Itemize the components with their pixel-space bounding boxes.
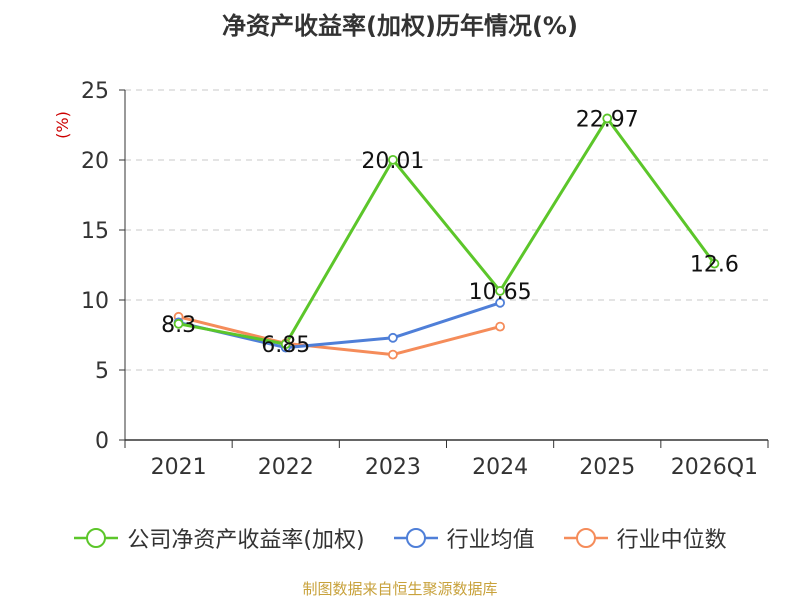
data-point: [709, 258, 720, 269]
grid-lines: [125, 89, 768, 371]
data-point: [173, 318, 184, 329]
y-tick-label: 20: [81, 149, 109, 174]
x-tick-label: 2024: [472, 455, 528, 480]
series-line-2: [178, 315, 501, 357]
data-point: [388, 332, 398, 343]
data-label: 8.3: [161, 313, 196, 338]
legend-swatch: [74, 528, 119, 548]
y-tick-label: 15: [81, 219, 109, 244]
source-note: 制图数据来自恒生聚源数据库: [302, 580, 498, 598]
y-tick-label: 0: [95, 429, 109, 454]
legend-item[interactable]: 公司净资产收益率(加权): [73, 522, 365, 554]
series-lines: [178, 116, 716, 357]
data-label: 22.97: [576, 107, 639, 132]
data-point: [388, 349, 398, 360]
legend-label: 公司净资产收益率(加权): [127, 528, 365, 553]
series-line-1: [178, 301, 501, 350]
x-tick-label: 2025: [579, 455, 635, 480]
legend-swatch: [393, 528, 438, 548]
y-axis-label: (%): [53, 111, 72, 139]
legend: 公司净资产收益率(加权) 行业均值 行业中位数: [0, 520, 800, 556]
data-point: [495, 321, 505, 332]
data-labels: 8.3 6.85 20.01 10.65 22.97 12.6: [161, 107, 739, 358]
legend-marker: [405, 528, 426, 548]
data-point: [495, 285, 505, 296]
data-point: [388, 154, 398, 165]
chart-title: 净资产收益率(加权)历年情况(%): [222, 12, 578, 40]
legend-label: 行业中位数: [616, 528, 727, 553]
data-point: [280, 339, 291, 350]
data-label: 6.85: [261, 333, 310, 358]
y-tick-label: 10: [81, 289, 109, 314]
legend-swatch: [563, 528, 608, 548]
data-label: 12.6: [690, 253, 739, 278]
series-line-0: [178, 116, 716, 346]
x-tick-label: 2023: [365, 455, 421, 480]
series-points: [173, 113, 720, 360]
legend-marker: [86, 528, 107, 548]
x-tick-label: 2021: [151, 455, 207, 480]
legend-label: 行业均值: [446, 528, 535, 553]
y-tick-label: 25: [81, 79, 109, 104]
y-tick-label: 5: [95, 359, 109, 384]
data-label: 10.65: [469, 280, 532, 305]
data-point: [602, 113, 613, 124]
legend-item[interactable]: 行业均值: [393, 522, 535, 554]
x-tick-label: 2022: [258, 455, 314, 480]
x-tick-label: 2026Q1: [671, 455, 758, 480]
legend-item[interactable]: 行业中位数: [563, 522, 727, 554]
data-label: 20.01: [361, 149, 424, 174]
data-point: [495, 297, 505, 308]
legend-marker: [575, 528, 596, 548]
